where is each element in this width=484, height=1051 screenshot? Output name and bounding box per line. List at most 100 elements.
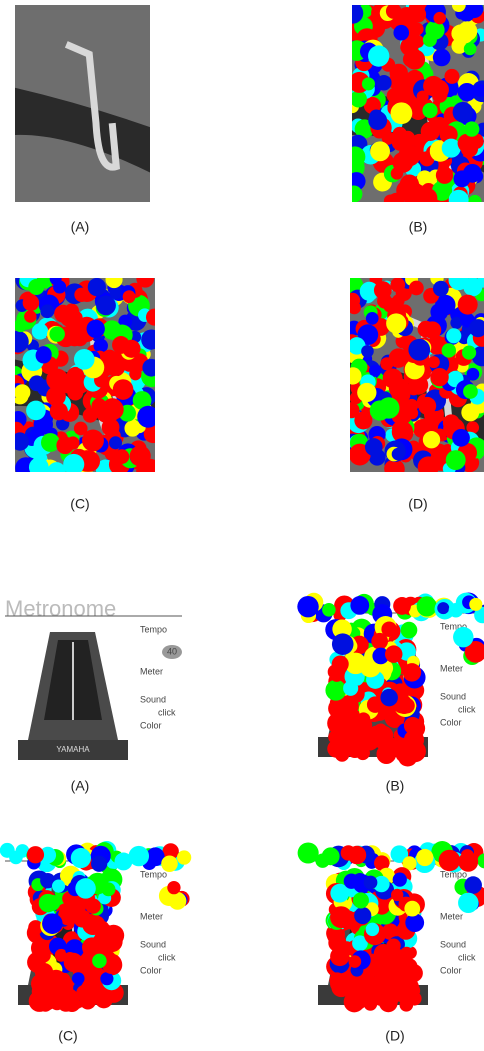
dot — [418, 397, 436, 415]
ui-title: Metronome — [5, 596, 116, 621]
dot — [458, 83, 476, 101]
dot — [368, 111, 387, 130]
dot — [439, 850, 461, 872]
dot — [365, 438, 383, 456]
ui: click — [158, 707, 176, 717]
ui: Color — [140, 720, 162, 730]
dot — [464, 876, 482, 894]
dot — [105, 361, 117, 373]
dot — [391, 102, 413, 124]
dot — [322, 603, 336, 617]
dot — [47, 462, 65, 480]
dot — [106, 271, 123, 288]
caption: (C) — [58, 1028, 77, 1044]
dot — [332, 717, 351, 736]
dot — [386, 3, 402, 19]
dot — [92, 954, 107, 969]
dot — [42, 913, 63, 934]
segment-dots — [325, 616, 426, 766]
dot — [113, 379, 134, 400]
dot — [411, 35, 424, 48]
dot — [63, 952, 76, 965]
dot — [452, 429, 470, 447]
dot — [40, 304, 54, 318]
dot — [463, 384, 478, 399]
dot — [393, 872, 407, 886]
dot — [39, 998, 53, 1012]
dot — [401, 622, 418, 639]
segmented-photo — [6, 270, 163, 481]
dot — [370, 141, 390, 161]
dot — [29, 457, 49, 477]
dot — [446, 328, 461, 343]
brand: YAMAHA — [56, 745, 90, 754]
ui: Meter — [440, 663, 463, 673]
dot — [453, 627, 473, 647]
dot — [73, 910, 91, 928]
dot — [378, 397, 399, 418]
segment-dots — [326, 867, 425, 1012]
dot — [357, 712, 370, 725]
dot — [468, 195, 482, 209]
dot — [444, 69, 459, 84]
caption: (D) — [385, 1028, 404, 1044]
ui: click — [158, 952, 176, 962]
dot — [379, 971, 400, 992]
dot — [349, 955, 362, 968]
dot — [72, 972, 85, 985]
dot — [418, 321, 435, 338]
segment-dots — [27, 866, 124, 1012]
dot — [330, 977, 344, 991]
ui: Color — [440, 717, 462, 727]
dot — [398, 145, 420, 167]
ui: click — [458, 704, 476, 714]
dot — [386, 938, 400, 952]
dot — [462, 345, 476, 359]
segment-dots — [298, 841, 484, 873]
dot — [330, 906, 352, 928]
dot — [463, 277, 482, 296]
dot — [348, 846, 367, 865]
dot — [362, 77, 375, 90]
segment-dots — [453, 627, 484, 665]
dot — [433, 49, 451, 67]
dot — [431, 454, 443, 466]
dot — [11, 432, 29, 450]
dot — [91, 856, 107, 872]
dot — [36, 347, 52, 363]
dot — [469, 598, 482, 611]
dot — [404, 901, 420, 917]
dot — [298, 842, 319, 863]
dot — [464, 43, 477, 56]
caption: (C) — [70, 496, 89, 512]
dot — [423, 33, 437, 47]
dot — [403, 663, 421, 681]
dot — [53, 280, 66, 293]
dot — [403, 51, 419, 67]
dot — [87, 320, 105, 338]
dot — [392, 294, 405, 307]
dot — [348, 301, 361, 314]
dot — [405, 399, 418, 412]
dot — [123, 290, 136, 303]
dot — [430, 368, 448, 386]
dot — [46, 386, 66, 406]
dot — [383, 368, 403, 388]
dot — [350, 596, 369, 615]
metronome-panel: TempoMeterSoundclickColor — [0, 841, 191, 1012]
dot — [408, 992, 422, 1006]
dot — [416, 849, 433, 866]
dot — [386, 313, 406, 333]
ui: 40 — [167, 646, 177, 656]
dot — [31, 973, 52, 994]
dot — [357, 383, 376, 402]
dot — [432, 117, 448, 133]
dot — [449, 190, 469, 210]
dot — [354, 907, 371, 924]
dot — [458, 852, 478, 872]
dot — [39, 894, 57, 912]
dot — [354, 411, 372, 429]
dot — [390, 277, 405, 292]
dot — [75, 878, 95, 898]
dot — [102, 398, 123, 419]
